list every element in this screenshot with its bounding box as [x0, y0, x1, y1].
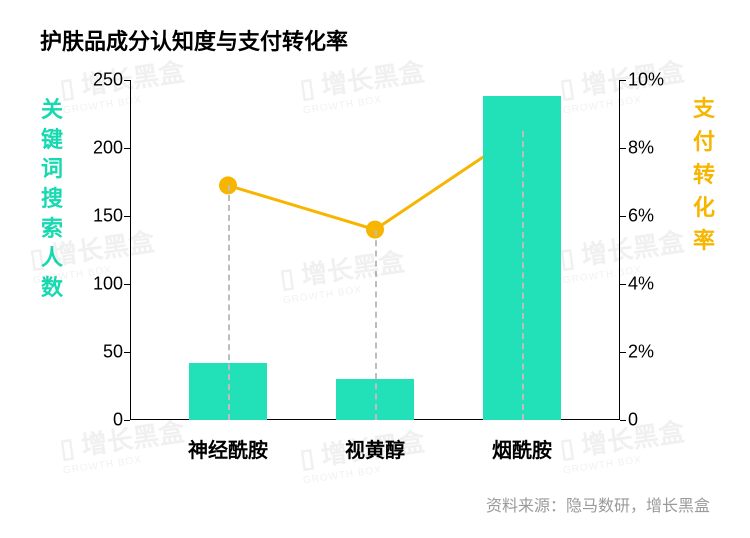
y-axis-left-label: 关键词搜索人数	[40, 95, 64, 303]
drop-line	[375, 230, 377, 420]
y-right-tick: 10%	[628, 70, 680, 91]
plot-area: 05010015020025002%4%6%8%10%神经酰胺视黄醇烟酰胺	[130, 80, 620, 420]
y-left-tick-mark	[124, 216, 130, 217]
y-right-tick-mark	[620, 420, 626, 421]
y-left-tick-mark	[124, 352, 130, 353]
source-value: 隐马数研，增长黑盒	[566, 498, 710, 515]
chart-title: 护肤品成分认知度与支付转化率	[40, 24, 348, 56]
y-left-tick: 50	[75, 342, 123, 363]
drop-line	[522, 131, 524, 420]
y-right-tick-mark	[620, 148, 626, 149]
y-left-tick: 250	[75, 70, 123, 91]
y-right-tick: 0	[628, 410, 680, 431]
y-right-tick: 8%	[628, 138, 680, 159]
y-right-tick: 4%	[628, 274, 680, 295]
y-right-tick: 2%	[628, 342, 680, 363]
category-label: 烟酰胺	[492, 434, 552, 463]
y-right-tick-mark	[620, 216, 626, 217]
y-left-tick: 150	[75, 206, 123, 227]
y-axis-right-label: 支付转化率	[692, 92, 716, 257]
y-left-tick-mark	[124, 284, 130, 285]
drop-line	[228, 185, 230, 420]
category-label: 视黄醇	[345, 434, 405, 463]
source-text: 资料来源：隐马数研，增长黑盒	[486, 492, 710, 516]
y-left-tick-mark	[124, 420, 130, 421]
y-right-tick-mark	[620, 80, 626, 81]
source-label: 资料来源：	[486, 498, 566, 515]
y-right-tick: 6%	[628, 206, 680, 227]
category-label: 神经酰胺	[188, 434, 268, 463]
line-path	[228, 131, 522, 230]
y-right-tick-mark	[620, 352, 626, 353]
y-right-tick-mark	[620, 284, 626, 285]
y-left-tick: 100	[75, 274, 123, 295]
y-left-tick: 0	[75, 410, 123, 431]
y-left-tick: 200	[75, 138, 123, 159]
y-left-tick-mark	[124, 148, 130, 149]
y-left-tick-mark	[124, 80, 130, 81]
